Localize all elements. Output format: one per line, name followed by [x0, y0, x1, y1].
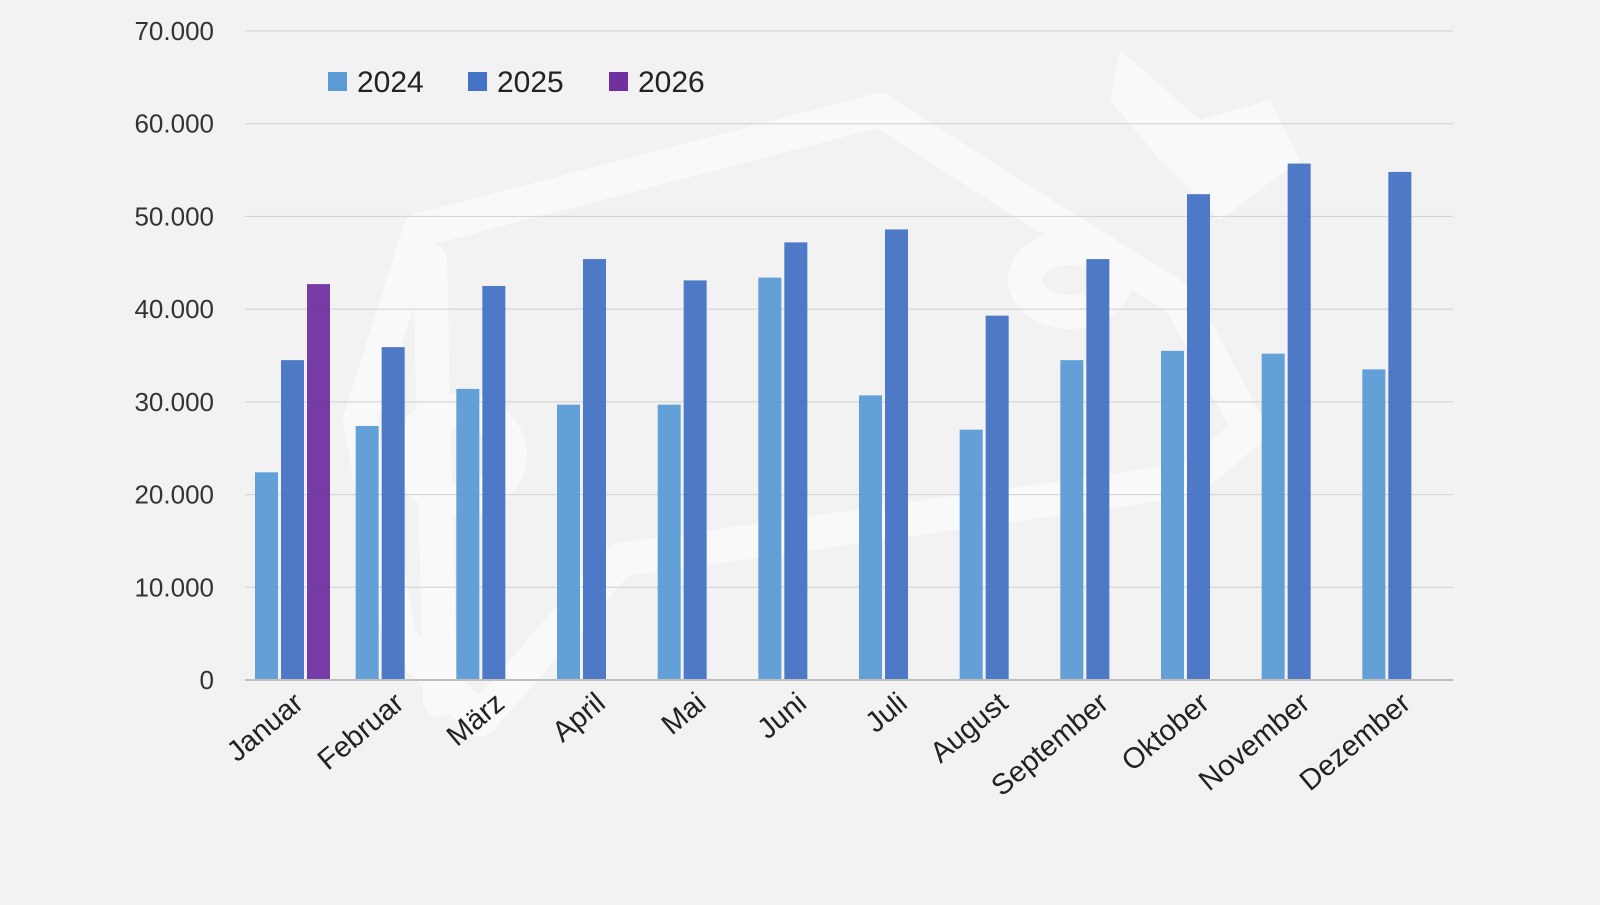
bar-2025-November: [1287, 163, 1311, 680]
x-tick-label: Februar: [312, 687, 411, 777]
bar-2025-Juni: [784, 242, 808, 681]
y-tick-label: 40.000: [134, 294, 214, 324]
y-tick-label: 10.000: [134, 572, 214, 602]
x-tick-label: Juni: [752, 687, 813, 746]
bar-2025-Oktober: [1187, 194, 1210, 681]
x-tick-label: Januar: [221, 687, 310, 769]
bar-2024-September: [1060, 360, 1084, 680]
bar-2025-April: [583, 259, 606, 680]
y-tick-label: 50.000: [134, 201, 214, 231]
y-tick-label: 20.000: [134, 480, 214, 510]
bar-2024-November: [1261, 353, 1285, 680]
bars: [255, 163, 1412, 681]
y-tick-label: 30.000: [134, 387, 214, 417]
bar-2024-August: [959, 429, 983, 680]
y-axis-ticks: 0 10.000 20.000 30.000 40.000 50.000 60.000 70.…: [134, 16, 214, 695]
bar-2024-Januar: [255, 472, 278, 680]
bar-2025-August: [985, 315, 1009, 680]
bar-2024-Dezember: [1362, 369, 1386, 680]
legend-swatch-2026: [609, 72, 628, 91]
bar-2024-Februar: [355, 425, 379, 680]
x-tick-label: August: [924, 687, 1014, 770]
x-tick-label: Juli: [860, 687, 914, 739]
bar-2025-Juli: [885, 229, 908, 680]
bar-2024-Oktober: [1161, 350, 1184, 680]
bar-2025-Mai: [683, 280, 707, 680]
legend-swatch-2025: [468, 72, 487, 91]
x-tick-label: Oktober: [1116, 687, 1216, 778]
bar-2024-Mai: [657, 404, 681, 680]
y-tick-label: 60.000: [134, 109, 214, 139]
bar-2025-Januar: [281, 360, 304, 680]
bar-2025-September: [1086, 259, 1110, 680]
bar-2025-Dezember: [1388, 171, 1412, 680]
legend-label-2025: 2025: [497, 66, 564, 99]
y-tick-label: 70.000: [134, 16, 214, 46]
gridlines: [245, 30, 1453, 588]
x-tick-label: April: [546, 687, 611, 749]
bar-2025-Februar: [381, 347, 405, 680]
legend-label-2024: 2024: [357, 66, 424, 99]
legend-swatch-2024: [328, 72, 347, 91]
bar-2024-März: [456, 388, 480, 680]
x-tick-label: Mai: [656, 687, 712, 742]
bar-2024-April: [557, 404, 580, 680]
legend-label-2026: 2026: [638, 66, 705, 99]
bar-2026-Januar: [307, 284, 330, 680]
bar-2024-Juni: [758, 277, 782, 680]
x-tick-label: November: [1193, 687, 1316, 798]
legend: 2024 2025 2026: [328, 66, 705, 99]
y-tick-label: 0: [200, 665, 214, 695]
x-tick-label: Dezember: [1294, 687, 1417, 798]
x-axis-ticks: Januar Februar März April Mai Juni Juli AugustS…: [221, 687, 1417, 803]
bar-2024-Juli: [859, 395, 882, 680]
bar-2025-März: [482, 285, 506, 680]
